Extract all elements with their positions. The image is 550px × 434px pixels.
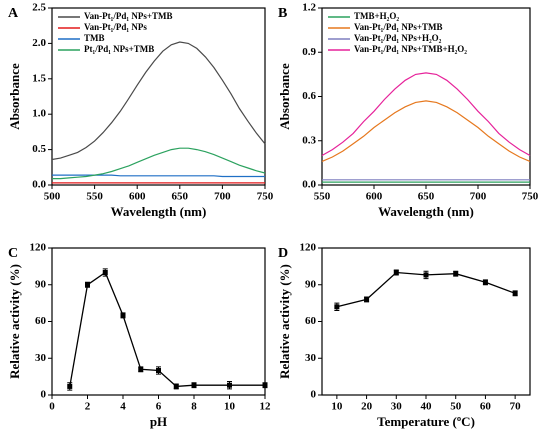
x-tick-label: 10 <box>224 401 236 413</box>
x-tick-label: 4 <box>120 401 126 413</box>
legend-label: Van-Pt₁/Pd₁ NPs+H₂O₂ <box>354 33 442 43</box>
legend-label: TMB+H₂O₂ <box>354 11 399 21</box>
x-tick-label: 0 <box>49 401 55 413</box>
x-tick-label: 600 <box>129 191 146 203</box>
data-point <box>393 270 399 275</box>
x-tick-label: 500 <box>44 191 61 203</box>
y-tick-label: 30 <box>305 352 317 364</box>
series-line <box>52 147 266 180</box>
y-tick-label: 0 <box>311 389 317 401</box>
y-axis-label: Relative activity (%) <box>7 264 22 379</box>
y-tick-label: 0.5 <box>32 143 46 155</box>
x-tick-label: 20 <box>361 401 373 413</box>
data-point <box>173 383 179 389</box>
x-axis-label: Temperature (ºC) <box>377 414 475 429</box>
panel-label: D <box>278 246 288 261</box>
y-tick-label: 2.0 <box>32 37 46 49</box>
legend-label: Van-Pt₁/Pd₁ NPs+TMB <box>84 11 172 21</box>
data-point <box>67 383 73 389</box>
x-tick-label: 10 <box>331 401 343 413</box>
x-axis-label: pH <box>150 414 167 429</box>
x-tick-label: 30 <box>391 401 403 413</box>
y-tick-label: 2.5 <box>32 2 46 14</box>
data-point <box>227 382 232 388</box>
plot-frame <box>51 7 266 186</box>
x-tick-label: 50 <box>450 401 462 413</box>
x-tick-label: 750 <box>257 191 274 203</box>
y-tick-label: 1.2 <box>302 2 316 14</box>
x-tick-label: 750 <box>522 191 539 203</box>
panel-label: C <box>8 246 18 261</box>
y-tick-label: 90 <box>35 278 47 290</box>
panel-label: B <box>278 6 287 21</box>
data-point <box>334 304 340 310</box>
panel-label: A <box>8 6 19 21</box>
series-line <box>321 100 531 162</box>
legend-label: Van-Pt₁/Pd₁ NPs+TMB <box>354 22 442 32</box>
data-point <box>85 282 90 288</box>
legend-label: Van-Pt₁/Pd₁ NPs <box>84 22 147 32</box>
y-tick-label: 0.9 <box>302 46 316 58</box>
y-tick-label: 1.5 <box>32 72 46 84</box>
x-tick-label: 550 <box>86 191 103 203</box>
y-tick-label: 60 <box>305 315 317 327</box>
data-point <box>191 382 197 388</box>
x-tick-label: 6 <box>156 401 162 413</box>
data-point <box>423 272 429 278</box>
x-tick-label: 40 <box>421 401 433 413</box>
y-tick-label: 90 <box>305 278 317 290</box>
data-point <box>262 382 268 388</box>
x-tick-label: 700 <box>214 191 231 203</box>
x-tick-label: 2 <box>85 401 91 413</box>
y-axis-label: Absorbance <box>277 63 292 130</box>
data-point <box>138 366 144 372</box>
x-tick-label: 550 <box>314 191 331 203</box>
x-tick-label: 600 <box>366 191 383 203</box>
data-point <box>156 368 161 373</box>
y-tick-label: 0.3 <box>302 134 316 146</box>
y-axis-label: Absorbance <box>7 63 22 130</box>
plot-frame <box>321 247 531 396</box>
y-tick-label: 120 <box>30 242 47 254</box>
y-tick-label: 0 <box>41 389 47 401</box>
legend-label: Pt₁/Pd₁ NPs+TMB <box>84 44 154 54</box>
y-tick-label: 30 <box>35 352 47 364</box>
y-tick-label: 0.0 <box>302 179 316 191</box>
data-point <box>512 290 518 296</box>
legend-label: TMB <box>84 33 105 43</box>
x-tick-label: 650 <box>172 191 189 203</box>
x-tick-label: 700 <box>470 191 487 203</box>
y-tick-label: 0.6 <box>302 90 316 102</box>
x-tick-label: 8 <box>191 401 197 413</box>
data-point <box>364 296 370 302</box>
series-line <box>69 271 265 388</box>
x-tick-label: 70 <box>510 401 522 413</box>
y-tick-label: 60 <box>35 315 47 327</box>
data-point <box>453 271 459 277</box>
x-tick-label: 12 <box>260 401 272 413</box>
series-line <box>321 72 531 157</box>
data-point <box>482 279 488 285</box>
series-line <box>52 174 265 178</box>
y-tick-label: 120 <box>300 242 317 254</box>
x-axis-label: Wavelength (nm) <box>111 204 207 219</box>
data-point <box>102 270 108 275</box>
x-tick-label: 650 <box>418 191 435 203</box>
data-point <box>120 312 126 318</box>
series-line <box>51 41 266 161</box>
y-axis-label: Relative activity (%) <box>277 264 292 379</box>
y-tick-label: 1.0 <box>32 108 46 120</box>
legend-label: Van-Pt₁/Pd₁ NPs+TMB+H₂O₂ <box>354 44 467 54</box>
x-axis-label: Wavelength (nm) <box>378 204 474 219</box>
y-tick-label: 0.0 <box>32 179 46 191</box>
x-tick-label: 60 <box>480 401 492 413</box>
